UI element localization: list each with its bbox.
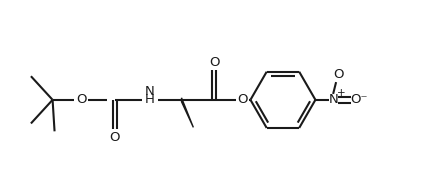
Text: O⁻: O⁻ <box>350 93 368 106</box>
Polygon shape <box>181 98 194 127</box>
Text: N: N <box>145 85 155 98</box>
Text: +: + <box>337 88 345 98</box>
Text: O: O <box>209 56 219 69</box>
Text: O: O <box>109 131 120 144</box>
Text: H: H <box>145 93 155 106</box>
Text: O: O <box>76 93 86 106</box>
Text: O: O <box>237 93 248 106</box>
Text: N: N <box>328 93 338 106</box>
Text: O: O <box>333 68 343 81</box>
